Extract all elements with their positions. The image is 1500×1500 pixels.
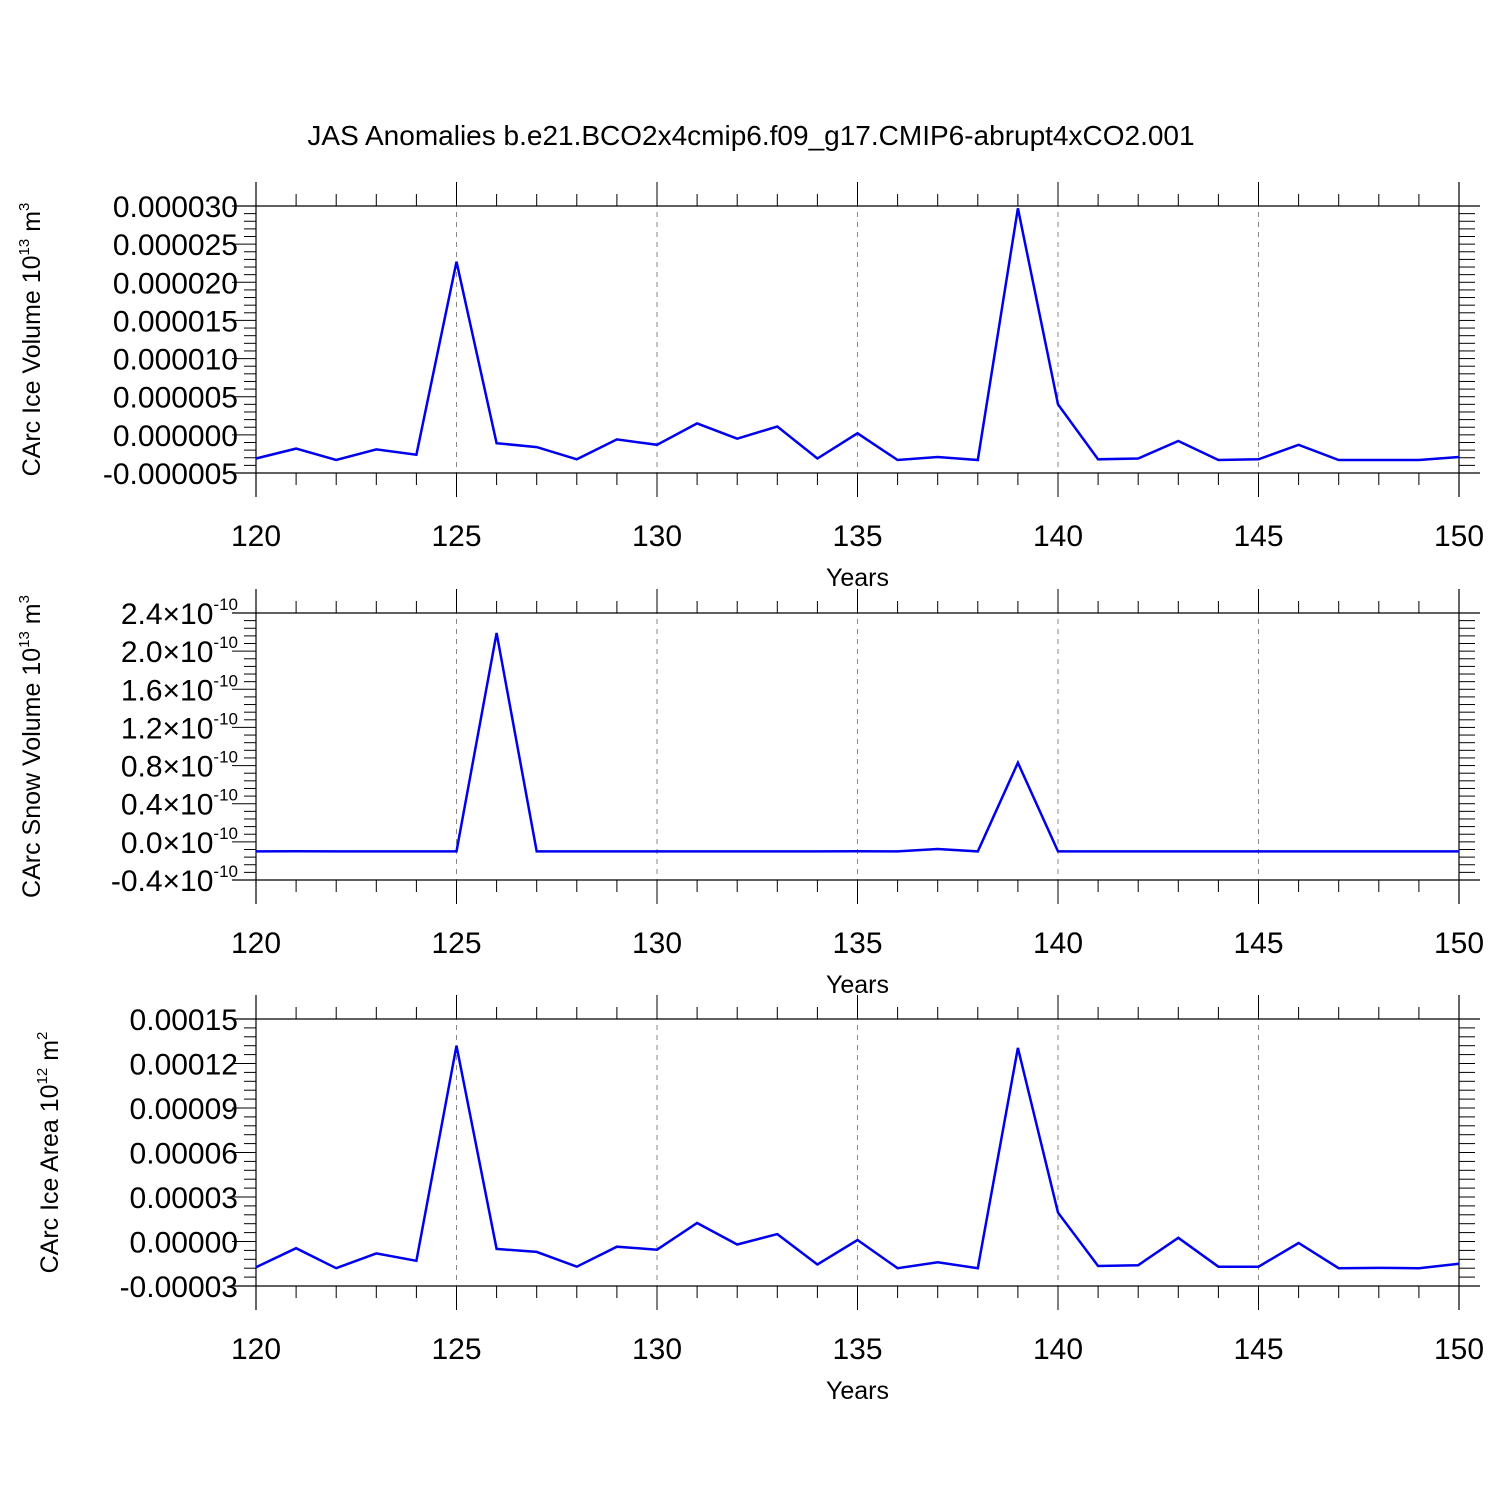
y-tick-label: 0.000015 — [113, 305, 238, 338]
panel-1: 0.000030 0.000025 0.000020 0.000015 0.000010… — [16, 182, 1484, 592]
y-tick-label: 1.6×10-10 — [121, 671, 238, 707]
y-tick-label: 2.0×10-10 — [121, 633, 238, 669]
x-tick-label: 120 — [231, 927, 281, 960]
x-tick-label: 145 — [1233, 520, 1283, 553]
x-tick-label: 135 — [832, 520, 882, 553]
x-tick-label: 125 — [431, 520, 481, 553]
x-tick-label: 125 — [431, 927, 481, 960]
y-tick-label: 0.8×10-10 — [121, 748, 238, 784]
panel-2: 2.4×10-102.0×10-101.6×10-101.2×10-100.8×… — [16, 589, 1484, 999]
x-tick-label: 125 — [431, 1333, 481, 1366]
y-tick-label: 0.000020 — [113, 267, 238, 300]
x-tick-label: 130 — [632, 1333, 682, 1366]
y-tick-label: 0.000000 — [113, 420, 238, 453]
y-tick-label: 0.00012 — [130, 1049, 238, 1082]
x-tick-label: 140 — [1033, 927, 1083, 960]
series-line-1 — [255, 632, 1459, 853]
chart-title: JAS Anomalies b.e21.BCO2x4cmip6.f09_g17.… — [307, 120, 1194, 151]
y-axis-label: CArc Snow Volume 1013 m3 — [16, 595, 46, 898]
x-tick-label: 150 — [1434, 520, 1484, 553]
x-axis-label: Years — [826, 564, 889, 592]
x-tick-label: 130 — [632, 520, 682, 553]
y-tick-label: 0.000025 — [113, 229, 238, 262]
y-tick-label: -0.4×10-10 — [111, 862, 238, 898]
x-tick-label: 140 — [1033, 1333, 1083, 1366]
y-tick-label: 0.000010 — [113, 344, 238, 377]
y-axis-label: CArc Ice Volume 1013 m3 — [16, 203, 46, 477]
x-tick-label: 130 — [632, 927, 682, 960]
y-tick-label: 0.00015 — [130, 1004, 238, 1037]
y-tick-label: 0.4×10-10 — [121, 786, 238, 822]
y-tick-label: 2.4×10-10 — [121, 595, 238, 631]
y-tick-label: 0.00003 — [130, 1182, 238, 1215]
y-tick-label: 0.00006 — [130, 1138, 238, 1171]
y-tick-label: 0.00009 — [130, 1093, 238, 1126]
x-axis-label: Years — [826, 1377, 889, 1405]
x-tick-label: 135 — [832, 927, 882, 960]
y-axis-label: CArc Ice Area 1012 m2 — [34, 1032, 64, 1274]
x-tick-label: 135 — [832, 1333, 882, 1366]
y-tick-label: 0.000005 — [113, 382, 238, 415]
series-line-1 — [255, 208, 1460, 462]
series-line-1 — [255, 1045, 1460, 1270]
y-tick-label: 0.00000 — [130, 1227, 238, 1260]
y-tick-label: -0.00003 — [120, 1271, 238, 1304]
x-tick-label: 150 — [1434, 1333, 1484, 1366]
x-tick-label: 120 — [231, 1333, 281, 1366]
y-tick-label: 0.0×10-10 — [121, 824, 238, 860]
y-tick-label: 1.2×10-10 — [121, 709, 238, 745]
x-tick-label: 150 — [1434, 927, 1484, 960]
x-tick-label: 145 — [1233, 927, 1283, 960]
y-tick-label: 0.000030 — [113, 191, 238, 224]
x-axis-label: Years — [826, 971, 889, 999]
y-tick-label: -0.000005 — [103, 458, 238, 491]
x-tick-label: 120 — [231, 520, 281, 553]
x-tick-label: 140 — [1033, 520, 1083, 553]
panel-3: 0.00015 0.00012 0.00009 0.00006 0.00003 0.000… — [34, 995, 1484, 1405]
x-tick-label: 145 — [1233, 1333, 1283, 1366]
